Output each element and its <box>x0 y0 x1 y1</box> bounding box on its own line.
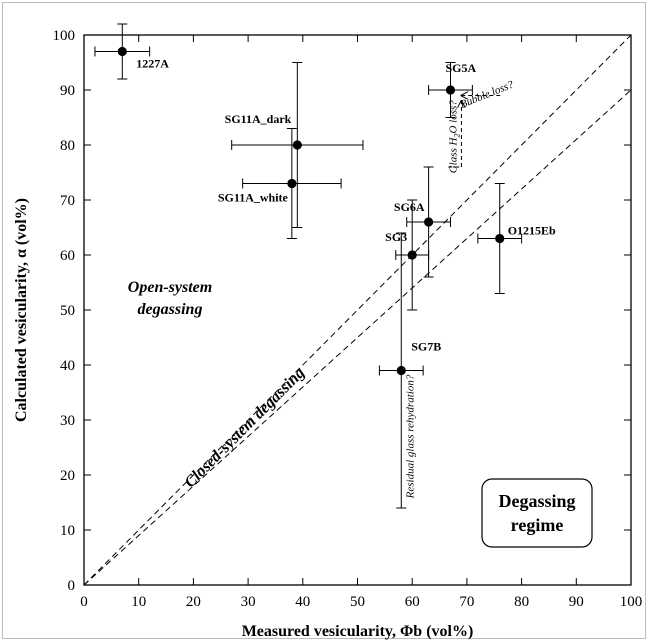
x-tick-label: 10 <box>131 594 146 610</box>
y-tick-label: 10 <box>60 523 75 539</box>
x-tick-label: 80 <box>514 594 529 610</box>
y-tick-label: 100 <box>53 28 76 44</box>
data-point: SG5A <box>428 61 476 118</box>
point-label: SG7B <box>411 340 441 354</box>
point-label: O1215Eb <box>508 224 556 238</box>
data-point: SG7B <box>378 232 441 509</box>
x-axis-label: Measured vesicularity, Φb (vol%) <box>242 623 474 640</box>
data-point: O1215Eb <box>477 183 556 294</box>
reference-line-1 <box>83 89 632 586</box>
y-tick-label: 90 <box>60 83 75 99</box>
point-marker <box>407 250 417 260</box>
data-point: 1227A <box>94 23 169 80</box>
residual-glass-label: Residual glass rehydration? <box>404 374 416 499</box>
x-tick-label: 40 <box>295 594 310 610</box>
point-marker <box>445 85 456 95</box>
plot-area: 0 10 20 30 40 50 60 70 80 90 100 0 10 20 30 40 50 60 70 80 9… <box>53 23 643 610</box>
x-tick-label: 30 <box>241 594 256 610</box>
point-label: 1227A <box>136 57 169 71</box>
y-tick-label: 70 <box>60 193 75 209</box>
x-tick-label: 20 <box>186 594 201 610</box>
point-marker <box>117 46 127 57</box>
point-label: SG11A_white <box>218 191 289 205</box>
y-tick-label: 40 <box>60 358 75 374</box>
y-axis-label: Calculated vesicularity, α (vol%) <box>13 198 30 422</box>
x-tick-label: 0 <box>80 594 88 610</box>
data-point: SG11A_dark <box>225 62 364 228</box>
point-label: SG5A <box>445 61 476 75</box>
closed-system-label: Closed-system degassing <box>182 364 309 491</box>
open-system-label-line2: degassing <box>138 301 203 318</box>
degassing-regime-label-line2: regime <box>511 515 564 535</box>
point-label: SG6A <box>394 200 425 214</box>
point-label: SG11A_dark <box>225 112 292 126</box>
x-tick-label: 50 <box>350 594 365 610</box>
open-system-label: Open-system <box>128 279 212 296</box>
point-label: SG3 <box>385 230 407 244</box>
point-marker <box>495 233 505 244</box>
x-tick-label: 70 <box>459 594 474 610</box>
y-tick-label: 20 <box>60 468 75 484</box>
y-tick-label: 0 <box>68 578 76 594</box>
bubble-loss-label: Bubble loss? <box>458 78 515 110</box>
x-tick-label: 90 <box>569 594 584 610</box>
point-marker <box>292 140 302 150</box>
degassing-regime-box <box>481 478 593 548</box>
x-tick-label: 100 <box>620 594 643 610</box>
glass-loss-label: Glass H2O loss? <box>447 100 461 174</box>
y-tick-label: 80 <box>60 138 75 154</box>
data-point: SG3 <box>385 199 430 311</box>
data-point: SG11A_white <box>218 128 342 239</box>
point-marker <box>287 178 297 189</box>
x-tick-label: 60 <box>405 594 420 610</box>
degassing-regime-label: Degassing <box>498 491 575 511</box>
point-marker <box>424 217 434 227</box>
y-tick-label: 30 <box>60 413 75 429</box>
y-tick-label: 60 <box>60 248 75 264</box>
point-marker <box>396 365 406 376</box>
y-tick-label: 50 <box>60 303 75 319</box>
